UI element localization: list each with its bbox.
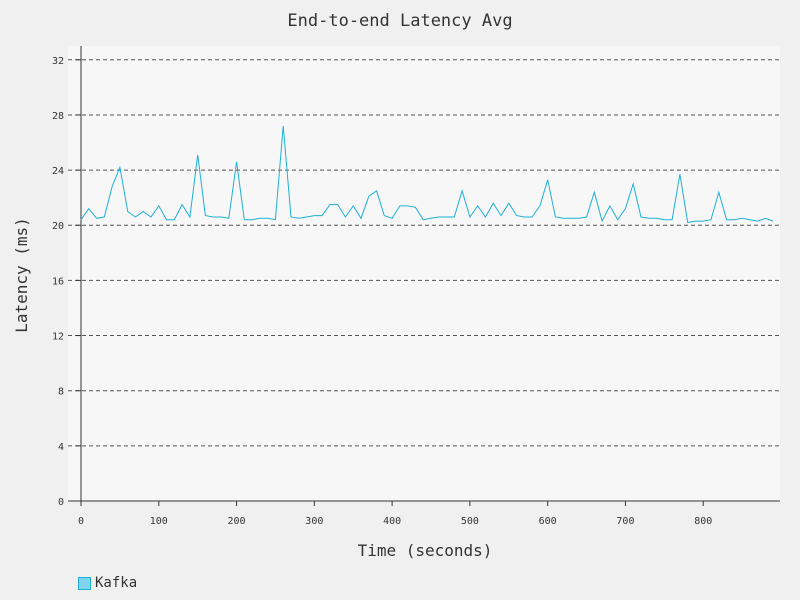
- y-tick-label: 8: [58, 387, 64, 398]
- series-line-kafka: [80, 125, 774, 224]
- x-tick-label: 0: [78, 516, 84, 527]
- legend-label-kafka: Kafka: [95, 575, 138, 591]
- y-tick-label: 32: [52, 56, 64, 67]
- y-tick-label: 16: [52, 276, 64, 287]
- tick-layer: 0 4 8 12 16 20 24 28 32 0 100 200 300 400 500 600 700 800: [52, 56, 712, 527]
- x-tick-label: 100: [150, 516, 168, 527]
- y-tick-label: 12: [52, 332, 64, 343]
- x-tick-label: 600: [539, 516, 557, 527]
- x-tick-label: 300: [305, 516, 323, 527]
- x-tick-label: 800: [694, 516, 712, 527]
- series-layer: [80, 125, 774, 224]
- y-tick-label: 4: [58, 442, 64, 453]
- x-tick-label: 700: [616, 516, 634, 527]
- y-tick-label: 20: [52, 221, 64, 232]
- chart-title: End-to-end Latency Avg: [287, 11, 512, 31]
- plot-area: [68, 46, 780, 501]
- x-axis-label: Time (seconds): [358, 541, 493, 560]
- x-tick-label: 500: [461, 516, 479, 527]
- y-tick-label: 28: [52, 111, 64, 122]
- y-tick-label: 24: [52, 166, 64, 177]
- y-tick-label: 0: [58, 497, 64, 508]
- legend: Kafka: [78, 575, 137, 591]
- legend-swatch-kafka: [78, 576, 91, 590]
- x-tick-label: 400: [383, 516, 401, 527]
- y-axis-label: Latency (ms): [12, 217, 31, 333]
- x-tick-label: 200: [228, 516, 246, 527]
